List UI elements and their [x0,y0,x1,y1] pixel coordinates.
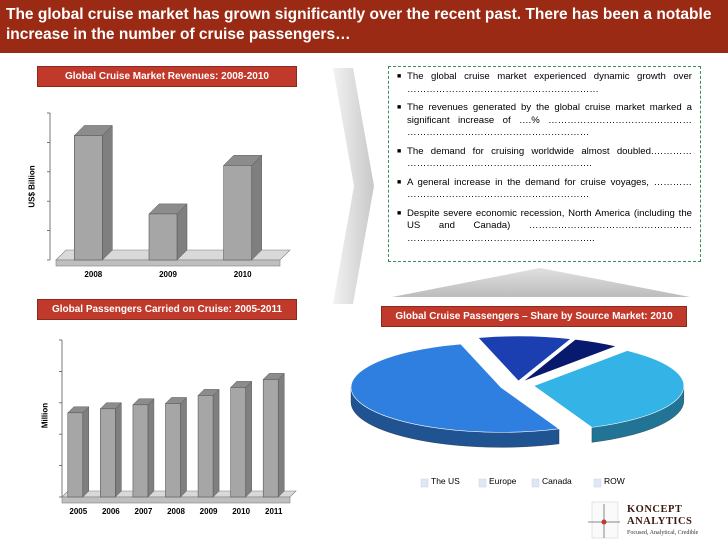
legend-label: Europe [489,476,517,486]
bullet-text: A general increase in the demand for cru… [407,176,692,201]
revenue-x-tick-label: 2009 [159,270,177,279]
revenue-bar [74,135,103,261]
koncept-analytics-logo: KONCEPT ANALYTICS Focused, Analytical, C… [584,500,724,544]
passengers-bar-top [99,402,122,410]
legend-swatch [478,478,487,488]
revenue-y-axis-label: US$ Billion [27,165,37,208]
passengers-bar-side [147,398,155,498]
passengers-y-axis-label: Million [40,402,50,429]
bullet-item: ■ Despite severe economic recession, Nort… [397,208,692,246]
pie-slice [522,339,618,382]
revenue-bar-side [102,124,113,261]
revenue-bar-side [176,203,188,261]
bullet-item: ■ The demand for cruising worldwide almos… [397,146,692,171]
passengers-bar [67,412,84,498]
passengers-bar-top [230,381,253,388]
crosshair-logo-icon [588,501,620,539]
passengers-bar-top [132,398,155,406]
passengers-bar-side [115,402,122,498]
passengers-bar [165,403,181,498]
key-findings-box: ■ The global cruise market experienced dy… [388,66,701,262]
bullet-text: Despite severe economic recession, North… [407,207,692,244]
passengers-chart-title: Global Passengers Carried on Cruise: 200… [37,299,297,320]
passengers-bar-side [180,396,187,498]
bullet-square-icon: ■ [397,178,402,186]
passengers-bar-side [277,372,285,498]
passengers-bar-top [197,389,220,396]
revenue-x-tick-label: 2008 [84,270,102,279]
revenue-chart-title: Global Cruise Market Revenues: 2008-2010 [37,66,297,87]
passengers-floor [61,490,297,498]
revenue-bar-top [73,125,113,136]
legend-swatch [531,478,540,488]
bullet-item: ■ The global cruise market experienced dy… [397,71,692,96]
passengers-floor-front [61,496,291,504]
bullet-square-icon: ■ [397,73,402,80]
revenue-bar [148,213,178,261]
revenue-bar-side [251,154,262,261]
bullet-text: The revenues generated by the global cru… [407,102,692,138]
passengers-x-tick-label: 2007 [135,507,153,516]
passengers-bar-side [212,388,220,498]
passengers-bar [100,408,116,498]
passengers-x-tick-label: 2005 [69,507,87,516]
revenue-bar [223,165,252,261]
bullet-square-icon: ■ [397,104,402,111]
revenue-floor-front [55,259,281,267]
logo-name-line2: ANALYTICS [627,516,693,527]
pie-slice-side [350,387,560,448]
passengers-bar-top [67,406,90,414]
legend-label: ROW [604,476,625,486]
revenue-bar-top [223,155,263,166]
passengers-x-tick-label: 2008 [167,507,185,516]
logo-tagline: Focused, Analytical, Credible [627,530,699,536]
page-header: The global cruise market has grown signi… [0,0,728,53]
passengers-bar [230,387,246,498]
legend-swatch [420,478,429,488]
bullet-square-icon: ■ [397,209,402,217]
passengers-x-tick-label: 2010 [232,507,250,516]
revenue-floor [55,249,291,261]
passengers-x-tick-label: 2011 [265,507,283,516]
bullet-item: ■ A general increase in the demand for cr… [397,177,692,202]
passengers-bar [262,379,279,498]
legend-label: The US [431,476,460,486]
passengers-bar-top [262,373,285,380]
passengers-bar-side [245,380,252,498]
up-triangle-arrow [392,268,690,297]
passengers-bar-side [82,406,90,498]
revenue-bar-top [148,203,188,215]
passengers-bar [197,395,214,498]
right-chevron-arrow [333,68,374,304]
pie-slice-side [591,385,685,443]
bullet-text: The global cruise market experienced dyn… [407,71,692,95]
share-chart-title: Global Cruise Passengers – Share by Sour… [381,306,687,327]
passengers-x-tick-label: 2009 [200,507,218,516]
logo-name-line1: KONCEPT [627,504,683,515]
pie-slice [350,343,560,433]
passengers-x-tick-label: 2006 [102,507,120,516]
pie-slice [477,335,572,382]
legend-swatch [593,478,602,488]
bullet-item: ■ The revenues generated by the global cr… [397,102,692,140]
bullet-square-icon: ■ [397,147,402,155]
bullet-text: The demand for cruising worldwide almost… [407,145,692,170]
pie-slice [533,350,685,428]
passengers-bar-top [164,397,188,404]
revenue-x-tick-label: 2010 [234,270,252,279]
passengers-bar [132,404,149,498]
legend-label: Canada [542,476,572,486]
